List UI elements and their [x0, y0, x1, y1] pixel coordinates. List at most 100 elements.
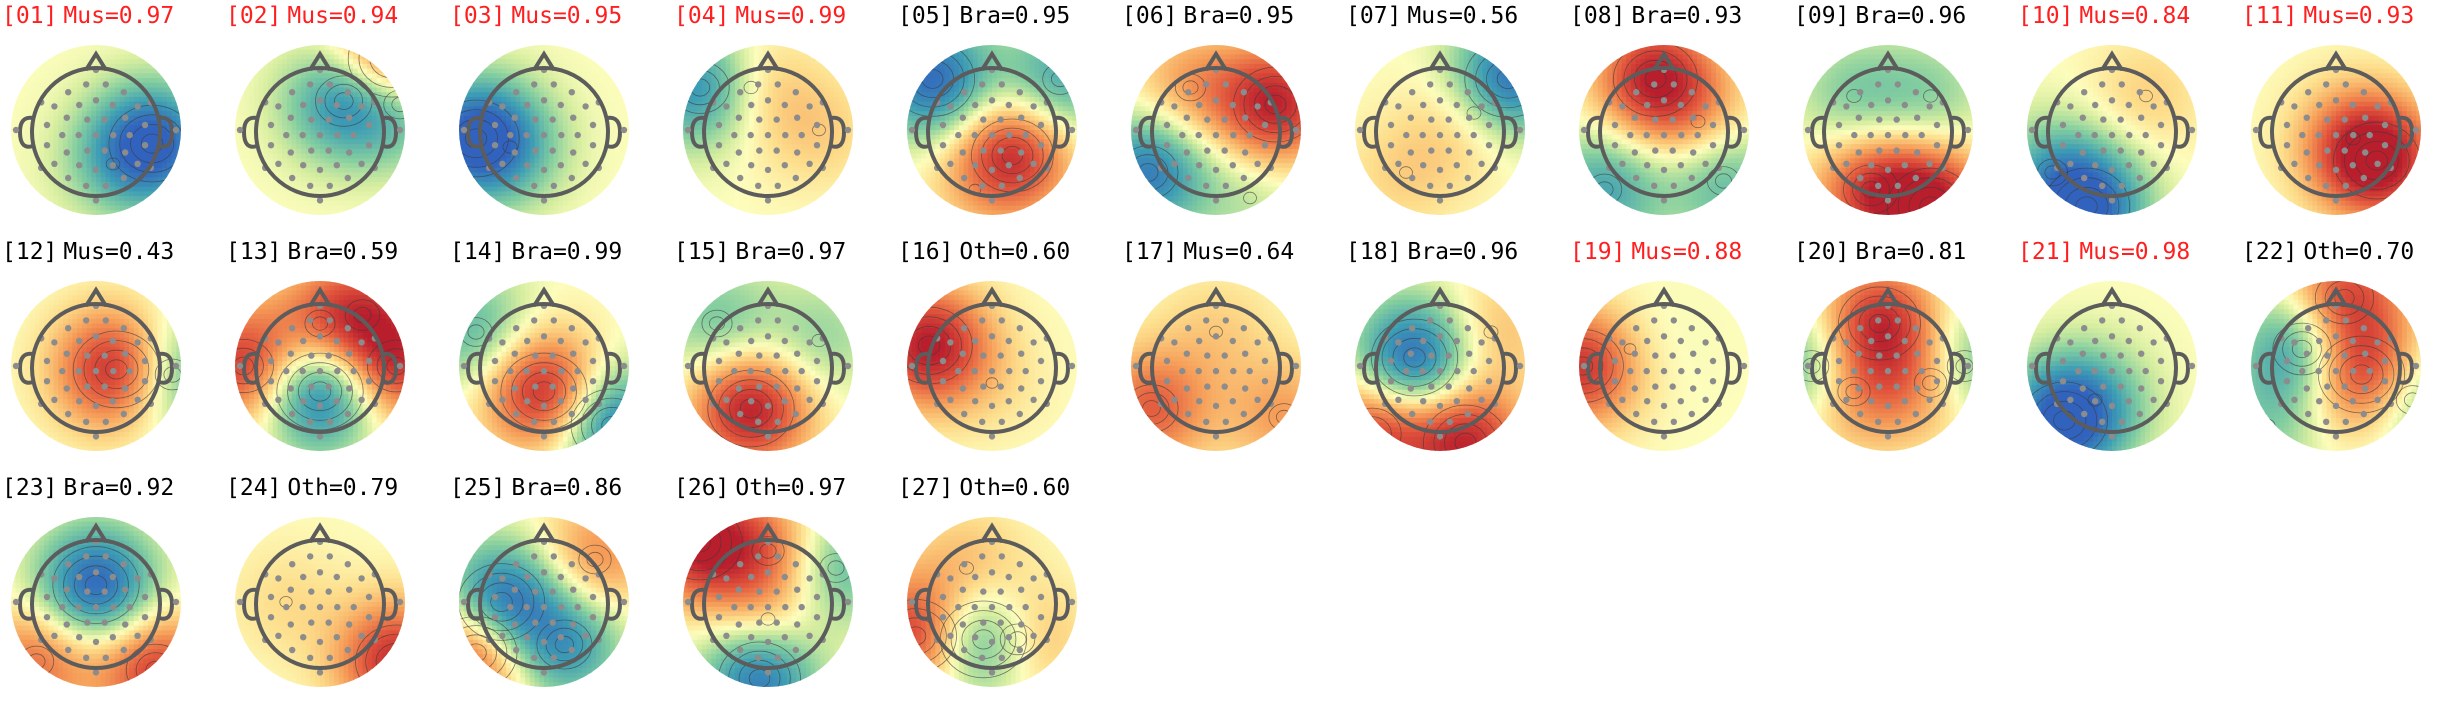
sensor-dot: [317, 669, 323, 675]
sensor-dot: [989, 167, 995, 173]
sensor-dot: [2253, 127, 2259, 133]
sensor-dot: [289, 175, 295, 181]
component-cell: [03]Mus=0.95: [450, 0, 675, 230]
sensor-dot: [2099, 317, 2105, 323]
component-label: [06]Bra=0.95: [1122, 2, 1347, 30]
sensor-dot: [317, 167, 323, 173]
sensor-dot: [1420, 102, 1426, 108]
sensor-dot: [2119, 81, 2125, 87]
sensor-dot: [1895, 317, 1901, 323]
sensor-dot: [13, 127, 19, 133]
sensor-dot: [1408, 351, 1414, 357]
component-class: Mus: [1407, 3, 1449, 29]
sensor-dot: [2119, 419, 2125, 425]
sensor-dot: [1644, 368, 1650, 374]
component-class: Mus: [63, 239, 105, 265]
sensor-dot: [1805, 363, 1811, 369]
sensor-dot: [590, 614, 596, 620]
sensor-dot: [351, 604, 357, 610]
sensor-dot: [134, 161, 140, 167]
contour-line: [1353, 417, 1392, 452]
sensor-dot: [765, 132, 771, 138]
sensor-dot: [775, 419, 781, 425]
sensor-dot: [961, 325, 967, 331]
sensor-dot: [737, 561, 743, 567]
sensor-dot: [2092, 398, 2098, 404]
sensor-dot: [940, 358, 946, 364]
sensor-dot: [1030, 339, 1036, 345]
sensor-dot: [289, 89, 295, 95]
sensor-dot: [121, 89, 127, 95]
sensor-dot: [1471, 368, 1477, 374]
sensor-dot: [541, 167, 547, 173]
sensor-dot: [947, 633, 953, 639]
component-cell: [09]Bra=0.96: [1794, 0, 2019, 230]
sensor-dot: [972, 574, 978, 580]
sensor-dot: [1689, 325, 1695, 331]
sensor-dot: [774, 619, 780, 625]
sensor-dot: [570, 115, 576, 121]
sensor-dot: [317, 368, 323, 374]
sensor-dot: [2367, 132, 2373, 138]
sensor-dot: [51, 339, 57, 345]
sensor-dot: [1868, 102, 1874, 108]
sensor-dot: [582, 633, 588, 639]
sensor-dot: [122, 621, 128, 627]
sensor-dot: [2304, 385, 2310, 391]
sensor-dot: [1644, 338, 1650, 344]
component-score: 0.93: [1687, 3, 1742, 29]
sensor-dot: [1876, 383, 1882, 389]
component-id: [07]: [1346, 3, 1407, 29]
sensor-dot: [110, 368, 116, 374]
sensor-dot: [569, 89, 575, 95]
sensor-dot: [1395, 339, 1401, 345]
sensor-dot: [558, 368, 564, 374]
sensor-dot: [2150, 339, 2156, 345]
sensor-dot: [1437, 368, 1443, 374]
sensor-dot: [765, 669, 771, 675]
sensor-dot: [275, 397, 281, 403]
sensor-dot: [65, 325, 71, 331]
sensor-dot: [532, 383, 538, 389]
sensor-dot: [980, 619, 986, 625]
sensor-dot: [1038, 358, 1044, 364]
sensor-dot: [288, 385, 294, 391]
sensor-dot: [492, 614, 498, 620]
sensor-dot: [2158, 358, 2164, 364]
component-cell: [25]Bra=0.86: [450, 472, 675, 702]
sensor-dot: [2092, 368, 2098, 374]
sensor-dot: [972, 604, 978, 610]
sensor-dot: [51, 397, 57, 403]
sensor-dot: [2075, 368, 2081, 374]
sensor-dot: [122, 351, 128, 357]
sensor-dot: [558, 338, 564, 344]
sensor-dot: [1671, 419, 1677, 425]
sensor-dot: [1695, 132, 1701, 138]
component-score: 0.99: [791, 3, 846, 29]
component-id: [23]: [2, 475, 63, 501]
sensor-dot: [84, 588, 90, 594]
sensor-dot: [980, 588, 986, 594]
sensor-dot: [723, 161, 729, 167]
sensor-dot: [794, 115, 800, 121]
sensor-dot: [570, 351, 576, 357]
sensor-dot: [2126, 162, 2132, 168]
sensor-dot: [1223, 419, 1229, 425]
sensor-dot: [551, 317, 557, 323]
sensor-dot: [590, 358, 596, 364]
sensor-dot: [806, 397, 812, 403]
sensor-dot: [1018, 385, 1024, 391]
sensor-dot: [93, 403, 99, 409]
sensor-dot: [570, 149, 576, 155]
sensor-dot: [531, 655, 537, 661]
sensor-dot: [1133, 127, 1139, 133]
sensor-dot: [845, 127, 851, 133]
sensor-dot: [1678, 162, 1684, 168]
sensor-dot: [947, 339, 953, 345]
sensor-dot: [2150, 397, 2156, 403]
sensor-dot: [550, 619, 556, 625]
sensor-dot: [1678, 398, 1684, 404]
sensor-dot: [765, 433, 771, 439]
sensor-dot: [1017, 175, 1023, 181]
sensor-dot: [1856, 115, 1862, 121]
